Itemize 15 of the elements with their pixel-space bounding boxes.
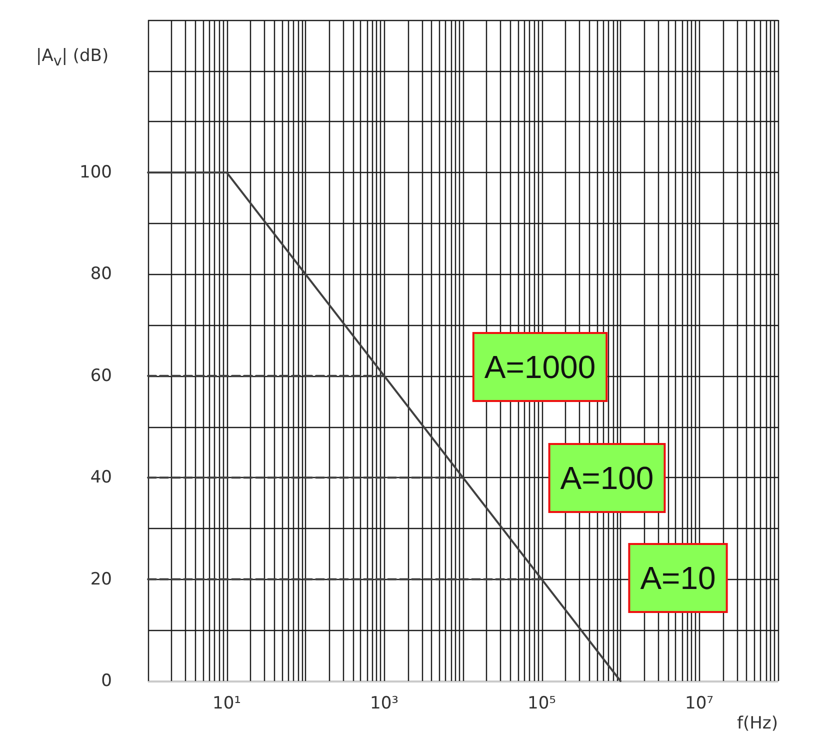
annotation: A=10	[640, 560, 716, 596]
x-tick-label: 10⁵	[528, 694, 556, 714]
y-tick-label: 60	[90, 366, 112, 386]
y-tick-label: 100	[80, 162, 112, 183]
annotation: A=1000	[484, 349, 596, 385]
y-tick-label: 0	[101, 671, 112, 691]
y-axis-title: |A$_{v}$| (dB)	[36, 46, 109, 70]
x-tick-label: 10⁷	[685, 694, 714, 714]
y-tick-label: 40	[90, 468, 112, 488]
y-tick-label: 20	[90, 569, 112, 590]
x-tick-label: 10³	[370, 694, 398, 714]
x-axis-title: f(Hz)	[737, 714, 778, 734]
annotation: A=100	[560, 460, 654, 496]
y-tick-label: 80	[90, 264, 112, 284]
x-tick-label: 10¹	[212, 694, 241, 714]
